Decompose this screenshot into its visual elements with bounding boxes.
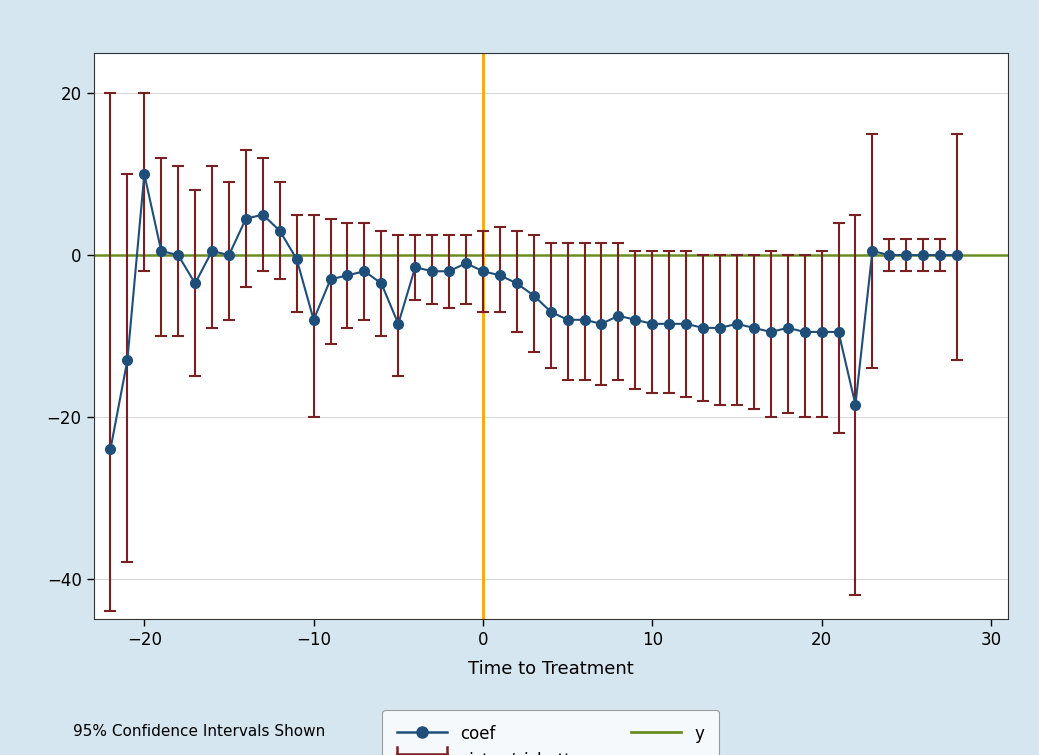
Legend: coef, ci_top/ci_bottom, y, x: coef, ci_top/ci_bottom, y, x [382, 710, 719, 755]
X-axis label: Time to Treatment: Time to Treatment [468, 660, 634, 678]
Text: 95% Confidence Intervals Shown: 95% Confidence Intervals Shown [73, 724, 325, 739]
